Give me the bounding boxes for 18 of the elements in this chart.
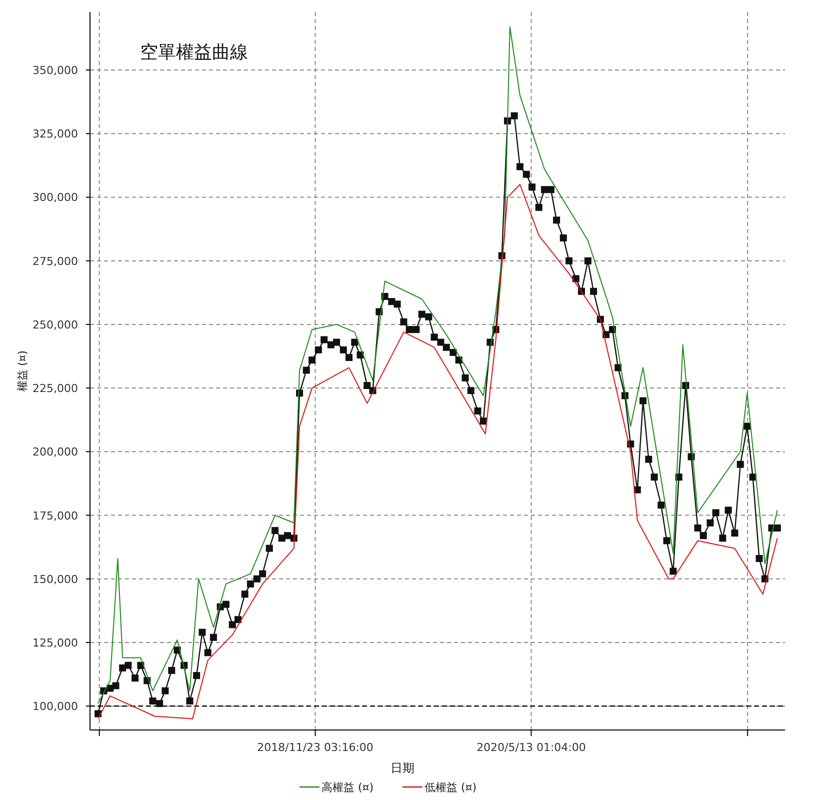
y-tick-label: 325,000	[32, 128, 78, 141]
y-tick-label: 300,000	[32, 191, 78, 204]
y-tick-label: 350,000	[32, 64, 78, 78]
x-tick-label: 2018/11/23 03:16:00	[257, 741, 374, 754]
y-tick-label: 250,000	[32, 318, 78, 332]
y-tick-label: 200,000	[32, 446, 78, 459]
y-tick-label: 100,000	[32, 700, 78, 714]
y-tick-label: 150,000	[32, 572, 78, 586]
x-tick-label: 2020/5/13 01:04:00	[476, 741, 586, 754]
text: 空單權益曲線	[140, 42, 248, 63]
y-tick-label: 225,000	[32, 382, 78, 396]
legend-label: 高權益 (¤)	[322, 781, 374, 794]
y-tick-label: 175,000	[32, 509, 78, 522]
y-axis-title: 權益 (¤)	[16, 350, 29, 392]
y-tick-label: 125,000	[32, 636, 78, 650]
x-axis-title: 日期	[390, 761, 414, 775]
y-tick-label: 275,000	[32, 254, 78, 268]
legend-label: 低權益 (¤)	[424, 781, 477, 794]
